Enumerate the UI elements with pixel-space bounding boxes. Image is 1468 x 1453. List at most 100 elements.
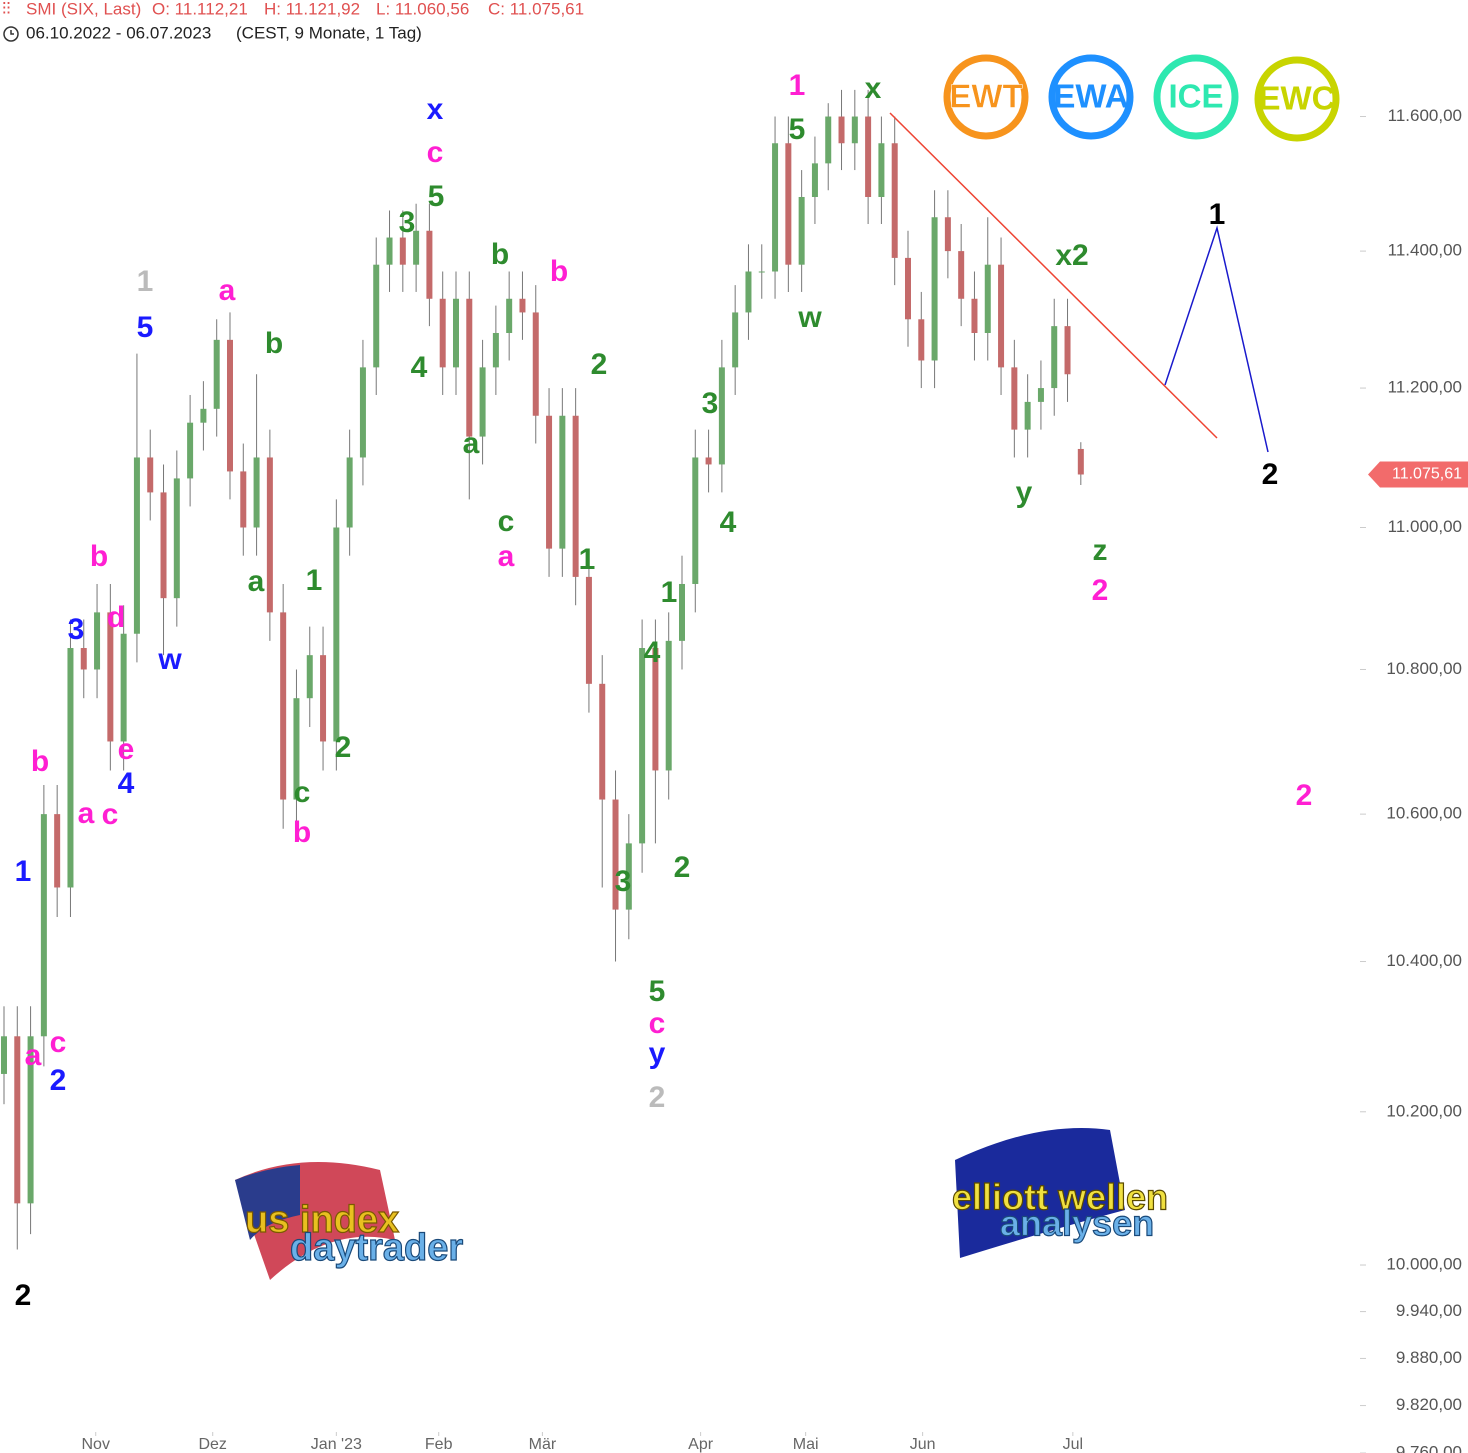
- wave-label: 2: [591, 348, 608, 381]
- candle-body: [572, 415, 579, 577]
- wave-label: 2: [1296, 779, 1313, 812]
- candle-body: [346, 457, 353, 528]
- wave-label: y: [1016, 476, 1033, 509]
- candle-body: [984, 264, 991, 333]
- badge[interactable]: EWT: [949, 77, 1023, 115]
- projection-line: [1164, 225, 1269, 453]
- date-range: 06.10.2022 - 06.07.2023: [26, 23, 211, 42]
- candle-body: [918, 319, 925, 361]
- candle-body: [705, 457, 712, 465]
- x-tick-label: Mai: [793, 1436, 819, 1453]
- candle-body: [320, 655, 327, 742]
- candle-body: [718, 367, 725, 465]
- logo-text: elliott wellen: [952, 1177, 1168, 1218]
- y-tick-label: 10.200,00: [1386, 1101, 1462, 1120]
- wave-label: b: [90, 540, 108, 573]
- candle-body: [865, 116, 872, 197]
- wave-label: a: [219, 274, 236, 307]
- candle-body: [200, 408, 207, 423]
- wave-label: b: [293, 816, 311, 849]
- candle-body: [293, 698, 300, 800]
- candle-body: [825, 116, 832, 164]
- close-label: C: 11.075,61: [488, 0, 584, 18]
- candle-body: [599, 683, 606, 800]
- candle-body: [80, 648, 87, 670]
- candle-body: [359, 367, 366, 458]
- wave-label: b: [550, 255, 568, 288]
- wave-label: x: [865, 72, 882, 105]
- candle-body: [173, 478, 180, 599]
- last-price-badge: [1368, 461, 1468, 488]
- candle-body: [585, 576, 592, 684]
- candle-body: [1037, 388, 1044, 402]
- candle-body: [133, 457, 140, 634]
- candle-body: [758, 271, 765, 273]
- wave-label: c: [294, 776, 311, 809]
- y-tick-label: 9.880,00: [1396, 1348, 1462, 1367]
- candle-body: [559, 415, 566, 549]
- x-tick-label: Dez: [198, 1436, 226, 1453]
- candle-body: [426, 230, 433, 299]
- candle-body: [54, 814, 61, 888]
- wave-label: 2: [1262, 458, 1279, 491]
- wave-label: c: [649, 1007, 666, 1040]
- candle-body: [1051, 326, 1058, 389]
- y-tick-label: 11.600,00: [1388, 106, 1462, 125]
- candle-body: [67, 648, 74, 888]
- wave-label: 2: [649, 1081, 666, 1114]
- high-label: H: 11.121,92: [264, 0, 360, 18]
- candle-body: [266, 457, 273, 613]
- badge[interactable]: EWA: [1053, 78, 1128, 115]
- badge[interactable]: ICE: [1168, 78, 1223, 115]
- candle-body: [546, 415, 553, 549]
- trend-line: [889, 112, 1218, 439]
- candle-body: [333, 527, 340, 742]
- wave-label: 2: [674, 851, 691, 884]
- last-price-label: 11.075,61: [1392, 466, 1462, 483]
- candle-body: [253, 457, 260, 528]
- wave-label: 4: [720, 506, 737, 539]
- candle-body: [639, 648, 646, 844]
- wave-label: w: [797, 301, 822, 334]
- wave-label: c: [50, 1026, 67, 1059]
- candle-body: [94, 612, 101, 670]
- wave-label: 3: [68, 613, 85, 646]
- candle-body: [971, 298, 978, 333]
- candle-body: [732, 312, 739, 368]
- plot-area: 9.760,00 9.820,00 9.880,00 9.940,00 10.000,0…: [0, 89, 1468, 1453]
- candle-body: [240, 471, 247, 528]
- candle-body: [213, 339, 220, 409]
- x-tick-label: Jul: [1063, 1436, 1083, 1453]
- header-icon: ⫶⫶: [2, 0, 11, 18]
- wave-label: a: [463, 427, 480, 460]
- candle-body: [280, 612, 287, 800]
- candle-body: [851, 116, 858, 144]
- badge[interactable]: EWC: [1259, 80, 1336, 117]
- wave-label: 5: [428, 180, 445, 213]
- wave-label: 3: [702, 387, 719, 420]
- candle-body: [692, 457, 699, 584]
- x-tick-label: Nov: [81, 1436, 109, 1453]
- wave-label: x2: [1055, 239, 1088, 272]
- candle-body: [452, 298, 459, 368]
- wave-label: 3: [615, 865, 632, 898]
- y-tick-label: 11.400,00: [1388, 241, 1462, 260]
- candle-body: [838, 116, 845, 144]
- wave-label: a: [25, 1039, 42, 1072]
- y-tick-label: 10.400,00: [1386, 951, 1462, 970]
- candle-body: [506, 298, 513, 333]
- candle-body: [665, 640, 672, 771]
- wave-label: 5: [649, 975, 666, 1008]
- wave-label: 3: [399, 206, 416, 239]
- candle-body: [958, 251, 965, 299]
- candle-body: [745, 271, 752, 313]
- candle-body: [1077, 448, 1084, 475]
- wave-label: 2: [335, 731, 352, 764]
- candle-body: [373, 264, 380, 368]
- candle-body: [811, 163, 818, 197]
- x-tick-label: Mär: [529, 1436, 557, 1453]
- y-tick-label: 11.000,00: [1388, 517, 1462, 536]
- y-tick-label: 9.760,00: [1396, 1442, 1462, 1453]
- candle-body: [40, 814, 47, 1037]
- wave-label: 1: [579, 543, 596, 576]
